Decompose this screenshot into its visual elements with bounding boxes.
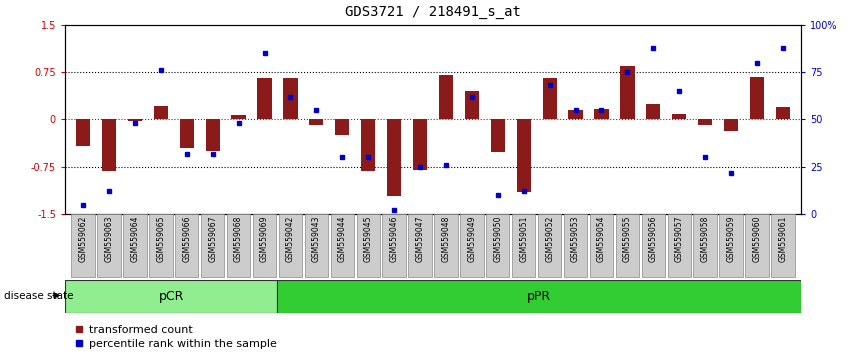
Bar <box>672 114 687 119</box>
FancyBboxPatch shape <box>123 214 146 276</box>
Text: GSM559061: GSM559061 <box>779 216 787 262</box>
Bar <box>205 119 220 151</box>
FancyBboxPatch shape <box>279 214 302 276</box>
Text: GDS3721 / 218491_s_at: GDS3721 / 218491_s_at <box>345 5 521 19</box>
Bar <box>568 110 583 119</box>
Bar <box>76 119 90 146</box>
FancyBboxPatch shape <box>253 214 276 276</box>
Text: GSM559046: GSM559046 <box>390 216 398 262</box>
Bar <box>724 119 738 131</box>
Text: GSM559058: GSM559058 <box>701 216 709 262</box>
FancyBboxPatch shape <box>175 214 198 276</box>
Bar <box>361 119 375 171</box>
Text: pPR: pPR <box>527 290 552 303</box>
FancyBboxPatch shape <box>227 214 250 276</box>
Text: GSM559052: GSM559052 <box>545 216 554 262</box>
Text: GSM559062: GSM559062 <box>79 216 87 262</box>
FancyBboxPatch shape <box>357 214 380 276</box>
Bar <box>646 104 661 119</box>
Text: GSM559055: GSM559055 <box>623 216 632 262</box>
Text: GSM559059: GSM559059 <box>727 216 735 262</box>
FancyBboxPatch shape <box>383 214 406 276</box>
Text: GSM559053: GSM559053 <box>571 216 580 262</box>
Text: GSM559060: GSM559060 <box>753 216 761 262</box>
FancyBboxPatch shape <box>201 214 224 276</box>
Bar <box>387 119 401 196</box>
Text: GSM559047: GSM559047 <box>416 216 424 262</box>
FancyBboxPatch shape <box>409 214 432 276</box>
FancyBboxPatch shape <box>694 214 717 276</box>
FancyBboxPatch shape <box>65 280 277 313</box>
Text: GSM559044: GSM559044 <box>338 216 346 262</box>
Bar <box>335 119 349 135</box>
Bar <box>776 107 790 119</box>
Text: GSM559068: GSM559068 <box>234 216 243 262</box>
Text: GSM559050: GSM559050 <box>494 216 502 262</box>
FancyBboxPatch shape <box>772 214 795 276</box>
Bar <box>491 119 505 152</box>
FancyBboxPatch shape <box>460 214 483 276</box>
Text: GSM559054: GSM559054 <box>597 216 606 262</box>
Bar <box>128 119 142 121</box>
Text: GSM559064: GSM559064 <box>131 216 139 262</box>
Text: GSM559045: GSM559045 <box>364 216 372 262</box>
Legend: transformed count, percentile rank within the sample: transformed count, percentile rank withi… <box>70 321 281 353</box>
FancyBboxPatch shape <box>97 214 120 276</box>
FancyBboxPatch shape <box>616 214 639 276</box>
Bar <box>750 76 764 119</box>
Text: GSM559069: GSM559069 <box>260 216 269 262</box>
Text: disease state: disease state <box>4 291 74 301</box>
FancyBboxPatch shape <box>149 214 172 276</box>
FancyBboxPatch shape <box>538 214 561 276</box>
FancyBboxPatch shape <box>486 214 509 276</box>
Text: GSM559042: GSM559042 <box>286 216 295 262</box>
Text: GSM559043: GSM559043 <box>312 216 321 262</box>
FancyBboxPatch shape <box>590 214 613 276</box>
Text: GSM559066: GSM559066 <box>182 216 191 262</box>
Bar <box>439 75 453 119</box>
FancyBboxPatch shape <box>434 214 457 276</box>
FancyBboxPatch shape <box>305 214 328 276</box>
Bar <box>179 119 194 148</box>
Text: GSM559048: GSM559048 <box>442 216 450 262</box>
Text: GSM559065: GSM559065 <box>157 216 165 262</box>
Bar <box>594 109 609 119</box>
FancyBboxPatch shape <box>668 214 691 276</box>
Bar <box>465 91 479 119</box>
Bar <box>620 66 635 119</box>
Text: GSM559049: GSM559049 <box>468 216 476 262</box>
Bar <box>542 79 557 119</box>
FancyBboxPatch shape <box>331 214 354 276</box>
Bar <box>154 105 168 119</box>
Text: GSM559057: GSM559057 <box>675 216 684 262</box>
Bar <box>698 119 712 125</box>
Text: pCR: pCR <box>158 290 184 303</box>
Bar <box>257 79 272 119</box>
FancyBboxPatch shape <box>746 214 769 276</box>
Bar <box>102 119 116 171</box>
FancyBboxPatch shape <box>512 214 535 276</box>
Bar <box>309 119 324 125</box>
Bar <box>231 115 246 119</box>
Text: GSM559051: GSM559051 <box>520 216 528 262</box>
FancyBboxPatch shape <box>720 214 743 276</box>
Text: GSM559056: GSM559056 <box>649 216 658 262</box>
FancyBboxPatch shape <box>71 214 94 276</box>
Bar <box>283 79 298 119</box>
Bar <box>413 119 427 170</box>
Bar <box>517 119 531 192</box>
FancyBboxPatch shape <box>642 214 665 276</box>
Text: GSM559067: GSM559067 <box>208 216 217 262</box>
FancyBboxPatch shape <box>564 214 587 276</box>
FancyBboxPatch shape <box>277 280 801 313</box>
Text: GSM559063: GSM559063 <box>105 216 113 262</box>
